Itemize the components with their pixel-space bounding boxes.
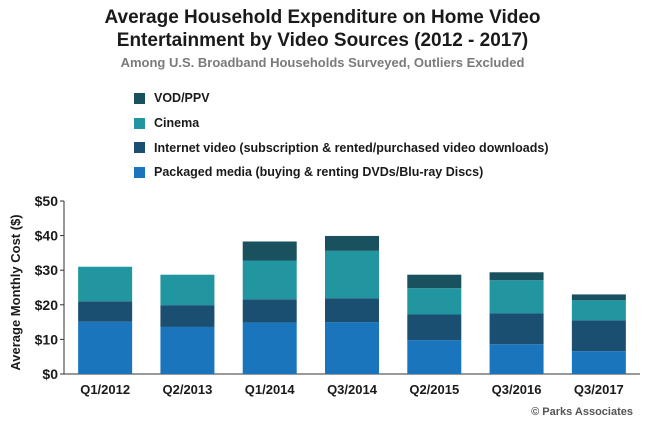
bar-segment xyxy=(160,305,215,327)
bar-segment xyxy=(78,321,133,374)
bar-segment xyxy=(325,235,379,251)
bar-segment xyxy=(489,272,544,281)
bar-segment xyxy=(571,294,626,301)
bar-segment xyxy=(325,250,379,299)
bar-segment xyxy=(407,288,462,315)
legend-swatch-vod-ppv xyxy=(134,92,145,104)
x-tick-label: Q3/2017 xyxy=(574,382,624,397)
y-tick-label: $40 xyxy=(35,228,59,244)
x-tick-label: Q3/2016 xyxy=(492,382,542,397)
legend-swatch-cinema xyxy=(134,117,145,129)
bar-segment xyxy=(407,314,462,341)
chart-subtitle: Among U.S. Broadband Households Surveyed… xyxy=(120,55,525,70)
chart-title-line-2: Entertainment by Video Sources (2012 - 2… xyxy=(116,30,529,51)
y-tick-label: $50 xyxy=(35,193,59,209)
legend-label-packaged-media: Packaged media (buying & renting DVDs/Bl… xyxy=(154,165,484,180)
legend-label-internet-video: Internet video (subscription & rented/pu… xyxy=(154,140,549,155)
y-tick-label: $30 xyxy=(35,262,59,278)
bar-segment xyxy=(571,300,626,321)
y-tick-label: $0 xyxy=(42,366,58,382)
bar-segment xyxy=(489,344,544,374)
legend-item-cinema: Cinema xyxy=(134,111,549,136)
legend-label-cinema: Cinema xyxy=(154,116,200,131)
legend-label-vod-ppv: VOD/PPV xyxy=(154,91,210,106)
bar-segment xyxy=(489,280,544,314)
chart-title: Average Household Expenditure on Home Vi… xyxy=(0,6,645,52)
bar-segment xyxy=(571,351,626,374)
bar-segment xyxy=(407,340,462,374)
bar-segment xyxy=(78,301,133,322)
bar-segment xyxy=(407,274,462,289)
y-tick-label: $10 xyxy=(35,331,59,347)
legend: VOD/PPV Cinema Internet video (subscript… xyxy=(134,86,549,185)
legend-swatch-packaged-media xyxy=(134,166,145,178)
legend-item-packaged-media: Packaged media (buying & renting DVDs/Bl… xyxy=(134,160,549,185)
chart-title-line-1: Average Household Expenditure on Home Vi… xyxy=(104,7,541,28)
bar-segment xyxy=(242,299,297,323)
legend-item-vod-ppv: VOD/PPV xyxy=(134,86,549,111)
y-tick-label: $20 xyxy=(35,297,59,313)
bar-segment xyxy=(160,326,215,374)
y-axis-label: Average Monthly Cost ($) xyxy=(8,214,23,370)
bar-segment xyxy=(242,260,297,300)
legend-swatch-internet-video xyxy=(134,142,145,154)
bar-segment xyxy=(571,320,626,352)
source-credit: © Parks Associates xyxy=(531,406,633,418)
bar-segment xyxy=(242,322,297,374)
bar-segment xyxy=(160,274,215,306)
bar-segment xyxy=(325,298,379,323)
x-tick-label: Q2/2015 xyxy=(409,382,459,397)
x-tick-label: Q1/2012 xyxy=(80,382,130,397)
bar-segment xyxy=(78,266,133,302)
legend-item-internet-video: Internet video (subscription & rented/pu… xyxy=(134,135,549,160)
x-tick-label: Q3/2014 xyxy=(327,382,378,397)
x-tick-label: Q1/2014 xyxy=(245,382,296,397)
bar-segment xyxy=(325,322,379,374)
bar-segment xyxy=(489,313,544,345)
bar-segment xyxy=(242,241,297,261)
x-tick-label: Q2/2013 xyxy=(162,382,212,397)
